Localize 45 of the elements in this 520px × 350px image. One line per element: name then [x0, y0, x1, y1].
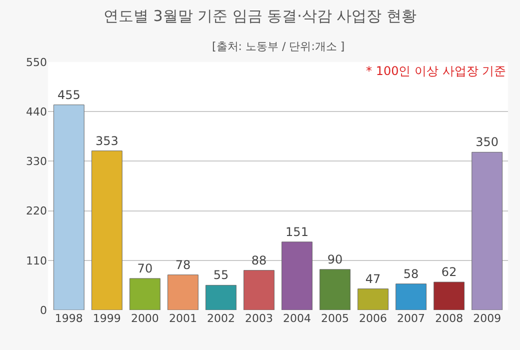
bar [396, 284, 427, 310]
bar [472, 152, 503, 310]
bar [320, 269, 350, 310]
bar [434, 282, 465, 310]
bar [129, 278, 160, 310]
x-tick-label: 2001 [168, 312, 197, 325]
bar [358, 288, 388, 310]
x-tick-label: 1998 [54, 312, 83, 325]
x-tick-label: 1999 [92, 312, 121, 325]
annotation: * 100인 이상 사업장 기준 [366, 64, 506, 78]
data-label: 47 [365, 272, 381, 286]
data-label: 90 [327, 252, 343, 266]
y-tick-label: 220 [26, 204, 47, 218]
bar [244, 270, 274, 310]
data-label: 88 [251, 253, 267, 268]
x-tick-label: 2009 [473, 312, 502, 325]
x-tick-label: 2006 [359, 312, 388, 325]
x-tick-label: 2005 [321, 312, 350, 325]
data-label: 151 [286, 224, 308, 239]
x-tick-label: 2003 [244, 312, 273, 325]
x-tick-label: 2000 [130, 312, 159, 325]
data-label: 70 [137, 261, 153, 276]
data-label: 62 [441, 265, 457, 280]
bar [206, 284, 236, 310]
data-label: 455 [57, 88, 80, 102]
y-tick-label: 550 [26, 56, 47, 69]
x-tick-label: 2004 [283, 312, 312, 325]
y-tick-label: 440 [26, 105, 47, 118]
bar [282, 242, 312, 310]
x-tick-label: 2007 [397, 312, 426, 325]
data-label: 353 [95, 134, 118, 148]
data-label: 350 [476, 135, 499, 150]
chart-subtitle: [출처: 노동부 / 단위:개소 ] [212, 40, 345, 53]
bar [168, 274, 198, 310]
y-tick-label: 110 [26, 254, 47, 268]
data-label: 78 [175, 258, 191, 272]
x-tick-label: 2008 [435, 312, 464, 325]
x-tick-label: 2002 [206, 312, 235, 325]
chart-title: 연도별 3월말 기준 임금 동결·삭감 사업장 현황 [104, 7, 416, 25]
y-tick-label: 0 [40, 304, 47, 317]
data-label: 55 [213, 268, 229, 282]
bar [53, 104, 84, 310]
bar [91, 150, 122, 310]
y-tick-label: 330 [26, 155, 47, 168]
data-label: 58 [403, 266, 419, 281]
